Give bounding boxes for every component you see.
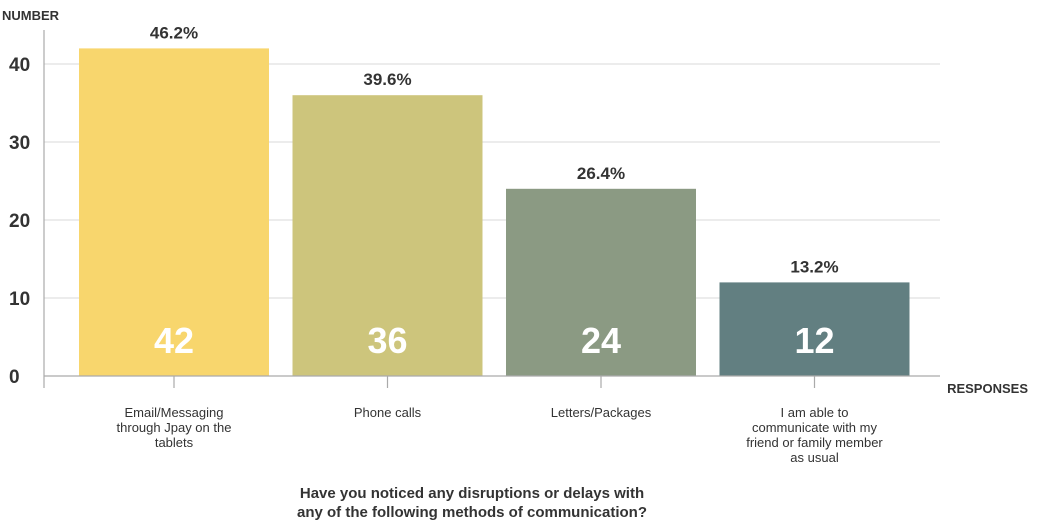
category-label: through Jpay on the [117,420,232,435]
category-label: tablets [155,435,194,450]
category-label: friend or family member [746,435,883,450]
category-label: Letters/Packages [551,405,652,420]
y-axis-label: NUMBER [2,8,60,23]
chart-title-line: Have you noticed any disruptions or dela… [300,485,644,502]
category-label: as usual [790,450,839,465]
y-tick-label: 0 [9,367,20,388]
chart-title-line: any of the following methods of communic… [297,504,647,521]
value-label: 12 [794,320,834,361]
bar [506,188,696,376]
percent-label: 13.2% [790,257,838,276]
bar [292,95,483,376]
category-label: communicate with my [752,420,877,435]
percent-label: 46.2% [150,23,198,42]
y-tick-label: 30 [9,133,30,154]
bars: 46.2% 42 39.6% 36 26.4% 24 13.2% 12 [79,23,910,377]
category-label: I am able to [781,405,849,420]
chart-title: Have you noticed any disruptions or dela… [297,485,647,521]
category-label: Email/Messaging [125,405,224,420]
value-label: 36 [367,320,407,361]
x-axis-label: RESPONSES [947,381,1028,396]
y-ticks: 0 10 20 30 40 [9,55,30,388]
bar [79,48,269,377]
percent-label: 26.4% [577,164,625,183]
y-tick-label: 20 [9,211,30,232]
y-tick-label: 10 [9,289,30,310]
x-axis [43,30,940,388]
bar [719,282,910,376]
value-label: 42 [154,320,194,361]
value-label: 24 [581,320,621,361]
category-label: Phone calls [354,405,422,420]
percent-label: 39.6% [363,70,411,89]
y-tick-label: 40 [9,55,30,76]
